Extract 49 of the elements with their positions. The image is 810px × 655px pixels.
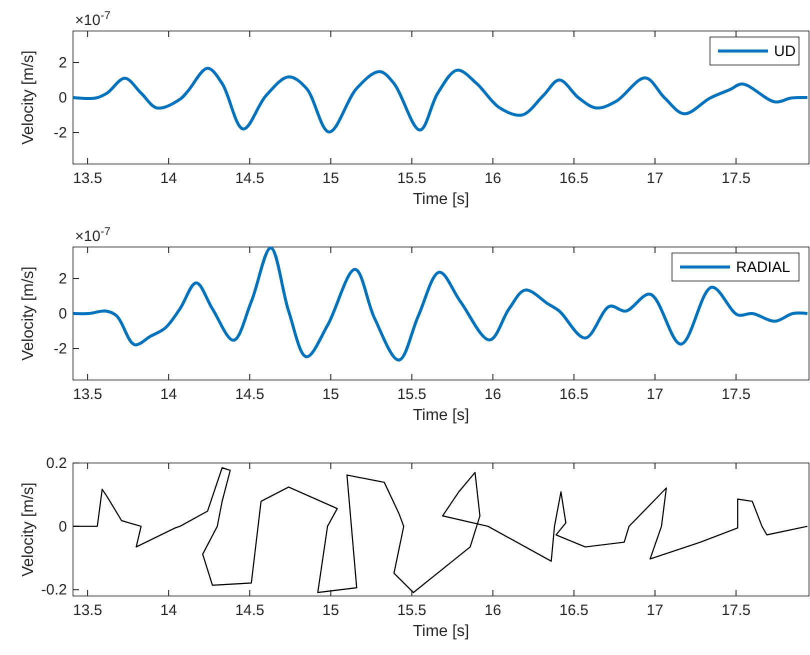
x-tick-label: 17 <box>646 602 664 619</box>
y-axis-title: Velocity [m/s] <box>20 266 37 361</box>
x-tick-label: 15 <box>322 386 340 403</box>
x-axis-title: Time [s] <box>412 623 470 640</box>
legend-label: UD <box>774 43 796 60</box>
y-tick-label: 2 <box>58 54 67 72</box>
x-tick-label: 17.5 <box>721 602 751 619</box>
x-tick-label: 16 <box>484 170 502 187</box>
x-tick-label: 15.5 <box>397 386 426 403</box>
x-tick-label: 16 <box>484 602 502 619</box>
y-axis-title: Velocity [m/s] <box>20 482 37 577</box>
y-tick-label: -0.2 <box>41 582 67 599</box>
x-tick-label: 13.5 <box>72 386 102 403</box>
x-tick-label: 17 <box>646 170 664 187</box>
y-tick-label: -2 <box>54 340 67 358</box>
x-tick-label: 14 <box>160 170 177 187</box>
x-tick-label: 16.5 <box>559 386 589 403</box>
x-tick-label: 16.5 <box>559 170 589 187</box>
x-tick-label: 17.5 <box>721 386 751 403</box>
x-tick-label: 15 <box>322 602 340 619</box>
x-tick-label: 14.5 <box>235 602 264 619</box>
x-tick-label: 14.5 <box>235 170 264 187</box>
x-tick-label: 13.5 <box>72 170 102 187</box>
y-tick-label: 0 <box>58 306 67 322</box>
y-tick-label: 2 <box>58 270 67 288</box>
x-tick-label: 16 <box>484 386 502 403</box>
legend-label: RADIAL <box>736 259 790 276</box>
text: ×10$^{-7}$ <box>75 10 110 29</box>
x-tick-label: 16.5 <box>559 602 589 619</box>
x-tick-label: 15 <box>322 170 340 187</box>
line-series <box>72 246 809 362</box>
y-tick-label: 0 <box>58 518 67 536</box>
x-axis-title: Time [s] <box>412 191 470 208</box>
y-tick-label: -2 <box>54 124 67 142</box>
x-tick-label: 13.5 <box>72 602 102 619</box>
x-tick-label: 15.5 <box>397 170 426 187</box>
x-tick-label: 15.5 <box>397 602 426 619</box>
x-tick-label: 14 <box>160 386 177 403</box>
y-tick-label: 0.2 <box>46 455 67 472</box>
y-tick-label: 0 <box>58 90 67 106</box>
line-series <box>72 467 808 594</box>
x-axis-title: Time [s] <box>412 407 470 424</box>
x-tick-label: 17 <box>646 386 664 403</box>
x-tick-label: 14 <box>160 602 177 619</box>
line-series <box>72 66 809 134</box>
text: ×10$^{-7}$ <box>75 226 110 245</box>
x-tick-label: 17.5 <box>721 170 751 187</box>
y-axis-title: Velocity [m/s] <box>20 50 37 145</box>
x-tick-label: 14.5 <box>235 386 264 403</box>
